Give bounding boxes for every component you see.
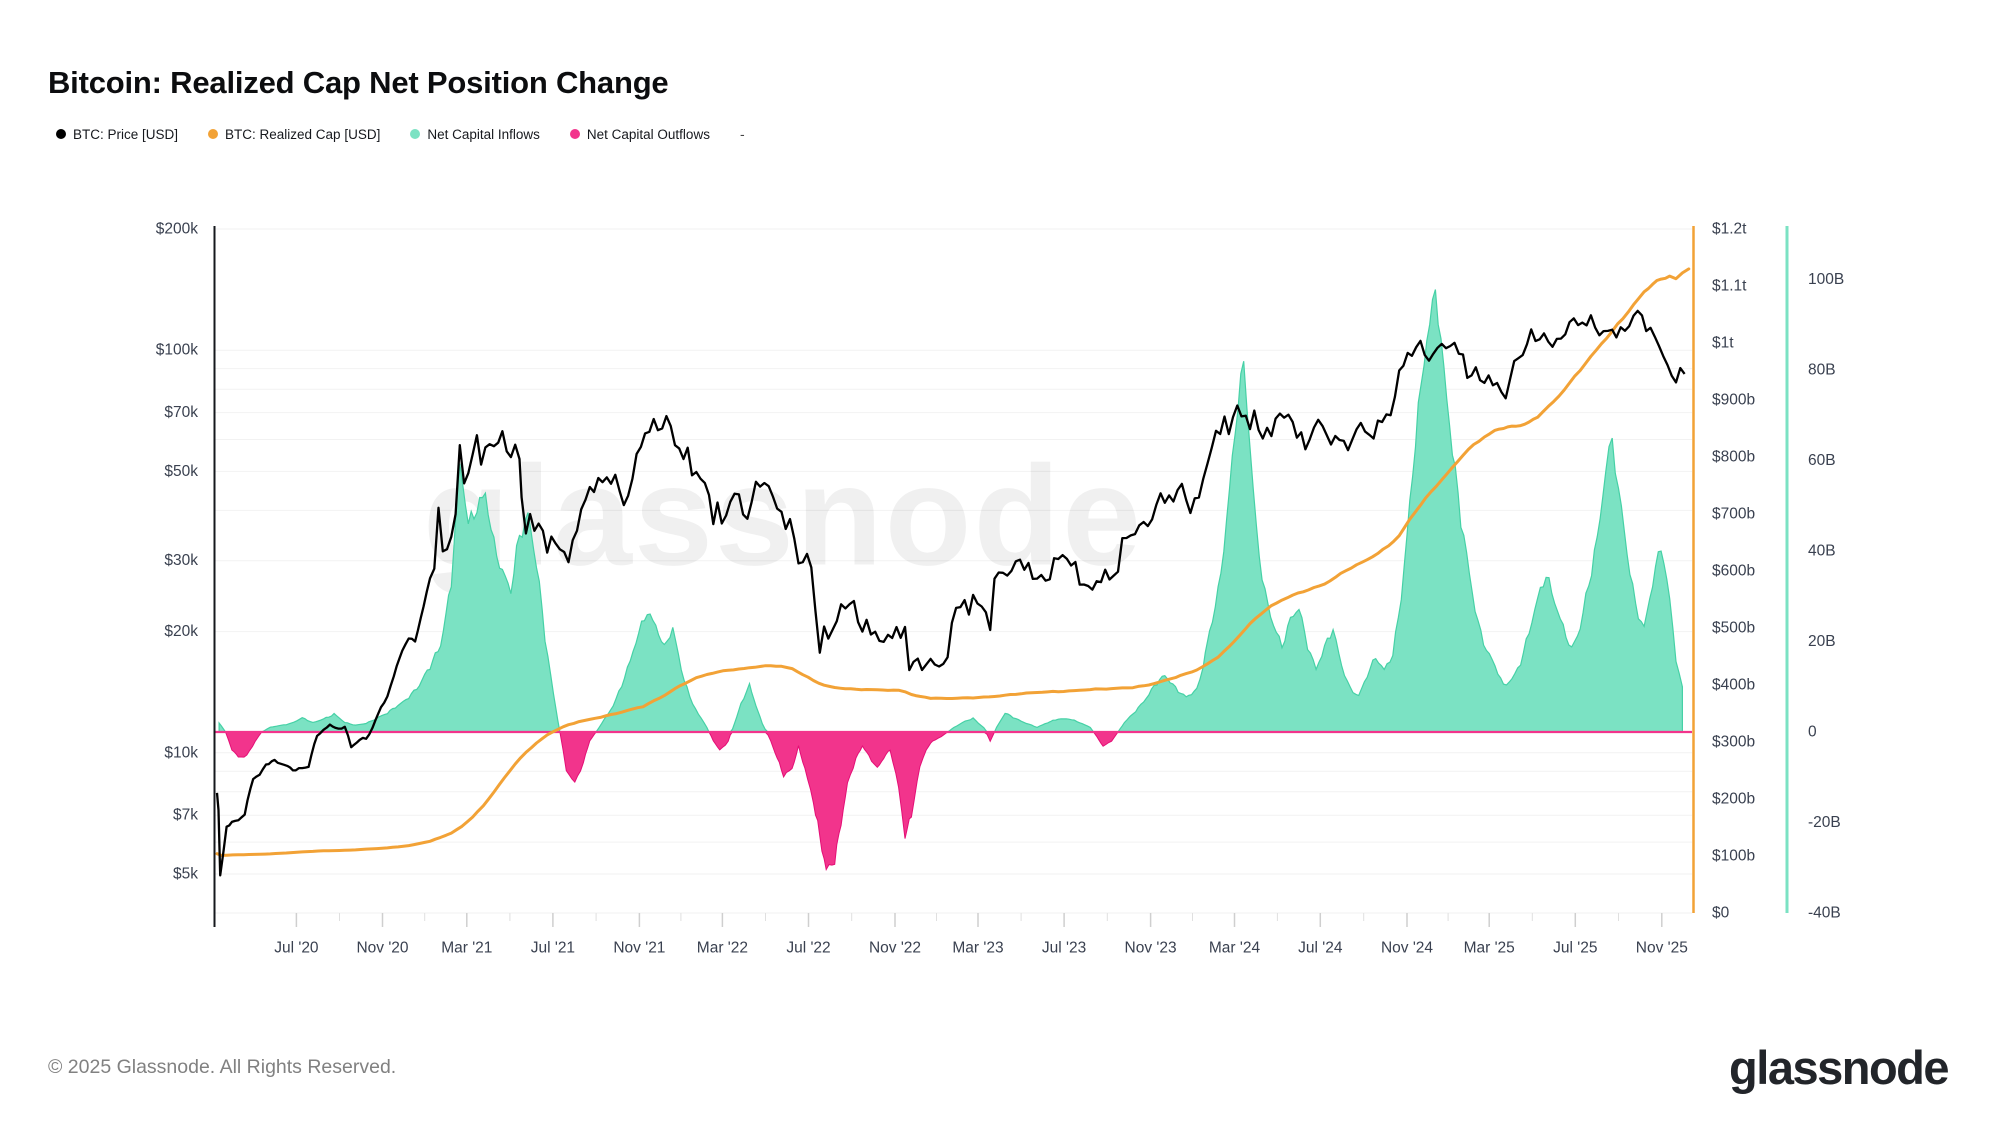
- x-axis-label: Nov '21: [613, 940, 665, 957]
- x-axis-label: Jul '24: [1298, 940, 1343, 957]
- price-axis-label: $20k: [164, 623, 198, 640]
- price-axis-label: $70k: [164, 404, 198, 421]
- price-axis-label: $7k: [173, 807, 198, 824]
- cap-axis-label: $1.1t: [1712, 278, 1747, 295]
- cap-axis-label: $700b: [1712, 506, 1755, 523]
- x-axis-label: Jul '25: [1553, 940, 1597, 957]
- x-axis-label: Jul '22: [786, 940, 830, 957]
- legend-item-net-outflows[interactable]: Net Capital Outflows: [569, 126, 710, 142]
- glassnode-logo[interactable]: glassnode: [1729, 1041, 1949, 1094]
- price-axis-label: $5k: [173, 865, 198, 882]
- price-axis-label: $10k: [164, 744, 198, 761]
- price-axis-label: $200k: [156, 221, 198, 238]
- inflows-dot-icon: [410, 129, 421, 139]
- cap-axis-label: $1.2t: [1712, 221, 1747, 238]
- legend-label: BTC: Realized Cap [USD]: [225, 126, 381, 142]
- cap-axis-label: $800b: [1712, 449, 1755, 466]
- flow-axis-label: 100B: [1808, 271, 1844, 288]
- legend-item-btc-price[interactable]: BTC: Price [USD]: [56, 127, 178, 142]
- x-axis-label: Mar '21: [441, 940, 492, 957]
- legend-item-dash[interactable]: -: [740, 126, 745, 142]
- realized-cap-dot-icon: [208, 129, 219, 139]
- x-axis-label: Nov '23: [1125, 940, 1177, 957]
- legend-label: Net Capital Inflows: [427, 126, 540, 142]
- x-axis-label: Nov '24: [1381, 940, 1433, 957]
- x-axis-label: Mar '24: [1209, 940, 1261, 957]
- legend-item-net-inflows[interactable]: Net Capital Inflows: [410, 127, 540, 142]
- legend: BTC: Price [USD] BTC: Realized Cap [USD]…: [56, 126, 745, 142]
- copyright-text: © 2025 Glassnode. All Rights Reserved.: [48, 1056, 397, 1078]
- x-axis-label: Mar '23: [952, 940, 1003, 957]
- realized-cap-line: [215, 267, 1691, 857]
- flow-axis-label: 60B: [1808, 452, 1836, 469]
- btc-price-line: [215, 309, 1686, 877]
- x-axis-label: Mar '25: [1464, 940, 1515, 957]
- x-axis-label: Nov '20: [356, 940, 408, 957]
- flow-axis-label: 40B: [1808, 543, 1836, 560]
- flow-axis-label: 80B: [1808, 362, 1836, 379]
- x-axis-label: Nov '25: [1636, 940, 1688, 957]
- cap-axis-label: $600b: [1712, 563, 1755, 580]
- legend-item-realized-cap[interactable]: BTC: Realized Cap [USD]: [208, 127, 380, 142]
- flow-axis-label: 20B: [1808, 633, 1836, 650]
- price-axis-label: $100k: [156, 342, 198, 359]
- x-axis-label: Jul '21: [531, 940, 575, 957]
- x-axis-label: Nov '22: [869, 940, 921, 957]
- cap-axis-label: $1t: [1712, 335, 1734, 352]
- cap-axis-label: $200b: [1712, 791, 1755, 808]
- flow-axis-label: -40B: [1808, 905, 1841, 922]
- price-axis-label: $50k: [164, 463, 198, 480]
- outflows-dot-icon: [569, 129, 580, 139]
- cap-axis-label: $0: [1712, 905, 1730, 922]
- legend-dash-label: -: [739, 126, 745, 142]
- legend-label: BTC: Price [USD]: [73, 126, 179, 142]
- flow-axis-label: -20B: [1808, 814, 1841, 831]
- cap-axis-label: $500b: [1712, 620, 1755, 637]
- legend-label: Net Capital Outflows: [586, 126, 710, 142]
- x-axis-label: Jul '23: [1042, 940, 1086, 957]
- cap-axis-label: $400b: [1712, 677, 1755, 694]
- cap-axis-label: $900b: [1712, 392, 1755, 409]
- page-title: Bitcoin: Realized Cap Net Position Chang…: [48, 64, 669, 100]
- cap-axis-label: $300b: [1712, 734, 1755, 751]
- x-axis-label: Jul '20: [274, 940, 319, 957]
- flow-axis-label: 0: [1808, 724, 1817, 741]
- cap-axis-label: $100b: [1712, 848, 1755, 865]
- x-axis-label: Mar '22: [697, 940, 748, 957]
- price-dot-icon: [56, 129, 66, 139]
- price-axis-label: $30k: [164, 552, 198, 569]
